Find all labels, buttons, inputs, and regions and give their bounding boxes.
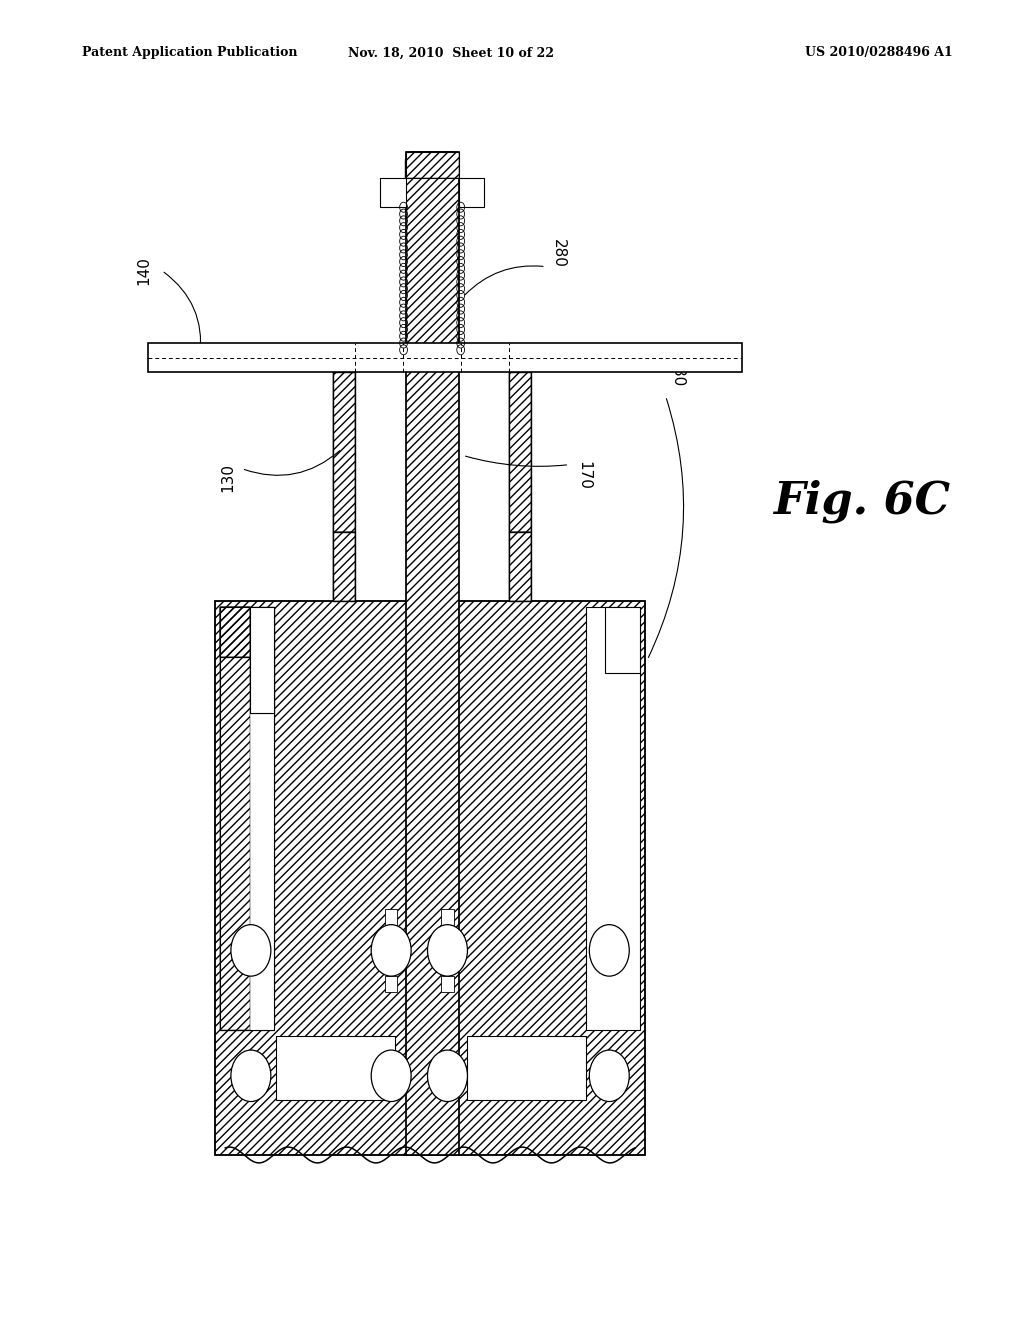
Circle shape xyxy=(231,1051,270,1101)
Bar xyxy=(380,178,406,207)
Bar xyxy=(509,372,531,532)
Polygon shape xyxy=(406,152,459,178)
Bar xyxy=(406,152,459,1155)
Bar xyxy=(333,372,355,532)
Bar xyxy=(215,601,645,1155)
Bar xyxy=(220,607,250,657)
Text: 140: 140 xyxy=(136,256,151,285)
Text: Patent Application Publication: Patent Application Publication xyxy=(82,46,297,59)
Bar xyxy=(333,372,355,532)
Bar xyxy=(220,607,250,657)
Bar xyxy=(215,601,645,1155)
Circle shape xyxy=(590,924,629,977)
Bar xyxy=(276,1036,395,1100)
Bar xyxy=(586,607,640,1030)
Circle shape xyxy=(371,1051,412,1101)
Bar xyxy=(406,152,459,178)
Bar xyxy=(148,343,742,372)
Bar xyxy=(605,607,640,673)
Circle shape xyxy=(371,924,412,977)
Bar xyxy=(220,607,250,657)
Bar xyxy=(385,908,397,924)
Bar xyxy=(509,372,531,532)
Text: 280: 280 xyxy=(551,239,565,268)
Bar xyxy=(509,532,531,601)
Bar xyxy=(250,607,274,713)
Bar xyxy=(333,532,355,601)
Bar xyxy=(509,532,531,601)
Bar xyxy=(441,908,454,924)
Bar xyxy=(220,607,250,1030)
Bar xyxy=(333,532,355,601)
Bar xyxy=(220,607,274,1030)
Text: Nov. 18, 2010  Sheet 10 of 22: Nov. 18, 2010 Sheet 10 of 22 xyxy=(347,46,554,59)
Circle shape xyxy=(428,1051,467,1101)
Bar xyxy=(467,1036,586,1100)
Bar xyxy=(220,607,250,1030)
Text: Fig. 6C: Fig. 6C xyxy=(773,480,950,523)
Bar xyxy=(406,152,459,178)
Bar xyxy=(385,977,397,993)
Text: 80: 80 xyxy=(671,367,685,385)
Circle shape xyxy=(428,924,467,977)
Bar xyxy=(459,178,484,207)
Text: 130: 130 xyxy=(220,463,234,492)
Bar xyxy=(406,152,459,1155)
Circle shape xyxy=(590,1051,629,1101)
Bar xyxy=(220,607,250,657)
Bar xyxy=(250,607,274,713)
Text: US 2010/0288496 A1: US 2010/0288496 A1 xyxy=(805,46,952,59)
Bar xyxy=(441,977,454,993)
Text: 170: 170 xyxy=(577,461,591,490)
Bar xyxy=(220,607,274,1030)
Circle shape xyxy=(231,924,270,977)
